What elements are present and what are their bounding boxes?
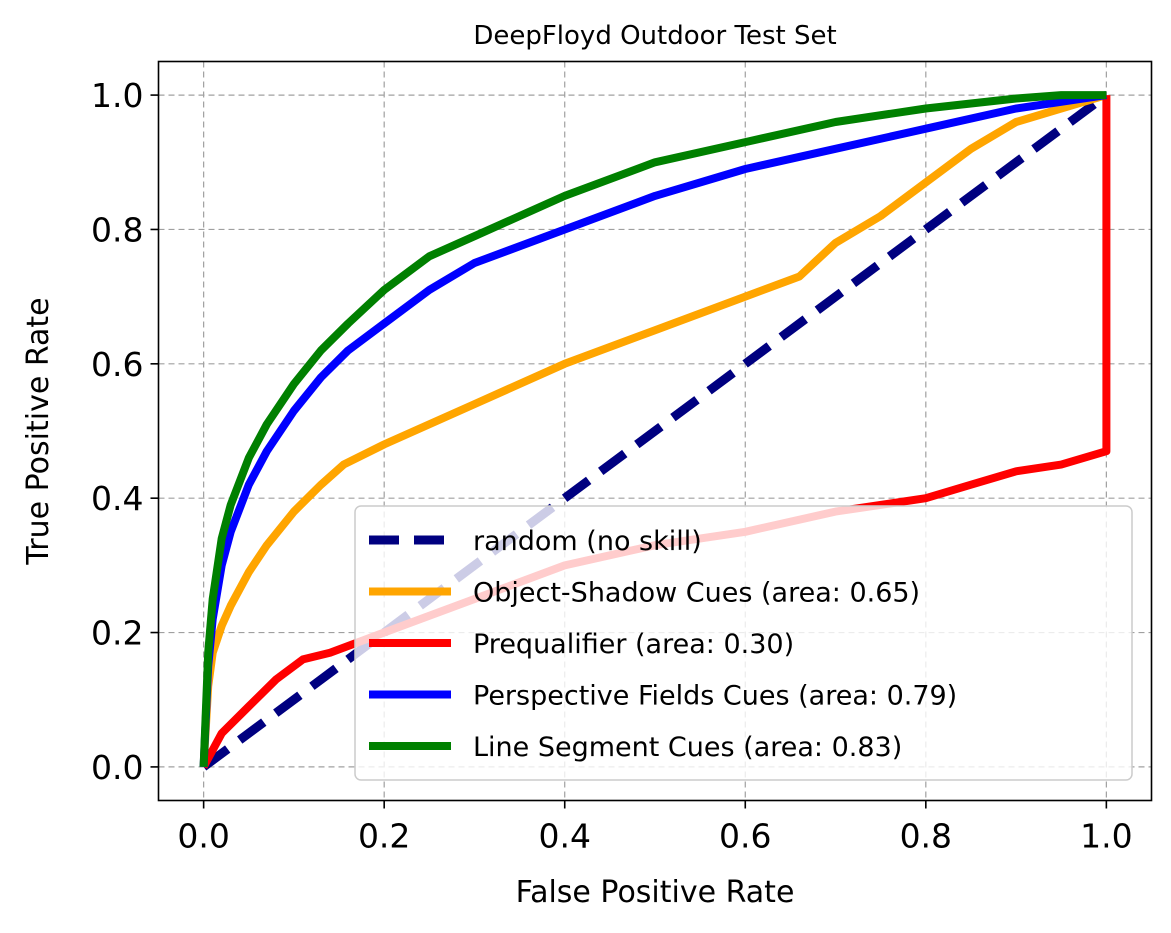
x-axis-ticks: 0.0 0.2 0.4 0.6 0.8 1.0 [177,800,1133,856]
x-tick-label-5: 1.0 [1080,817,1132,856]
x-axis-label: False Positive Rate [516,875,795,910]
y-tick-label-5: 1.0 [91,76,143,115]
x-tick-label-0: 0.0 [177,817,229,856]
y-tick-label-4: 0.8 [91,210,143,249]
x-tick-label-3: 0.6 [719,817,771,856]
plot-frame [157,60,1153,802]
y-axis-label: True Positive Rate [21,297,56,565]
y-tick-label-0: 0.0 [91,748,143,787]
legend-label-4: Line Segment Cues (area: 0.83) [473,732,902,763]
x-tick-label-2: 0.4 [538,817,590,856]
series-layer [199,91,1111,771]
x-tick-label-1: 0.2 [358,817,410,856]
series-line-1 [199,91,1108,768]
y-axis-ticks: 0.0 0.2 0.4 0.6 0.8 1.0 [91,76,159,787]
legend-label-1: Object-Shadow Cues (area: 0.65) [473,578,920,609]
y-tick-label-2: 0.4 [91,479,143,518]
chart-title: DeepFloyd Outdoor Test Set [473,21,836,51]
series-line-3 [199,91,1107,768]
legend: random (no skill) Object-Shadow Cues (are… [354,505,1133,781]
series-line-4 [199,91,1107,768]
y-tick-label-3: 0.6 [91,345,143,384]
legend-label-3: Perspective Fields Cues (area: 0.79) [473,681,957,712]
series-line-0 [200,91,1110,771]
legend-label-2: Prequalifier (area: 0.30) [473,629,794,660]
legend-box [354,505,1133,781]
x-tick-label-4: 0.8 [900,817,952,856]
y-tick-label-1: 0.2 [91,614,143,653]
legend-label-0: random (no skill) [473,526,702,557]
